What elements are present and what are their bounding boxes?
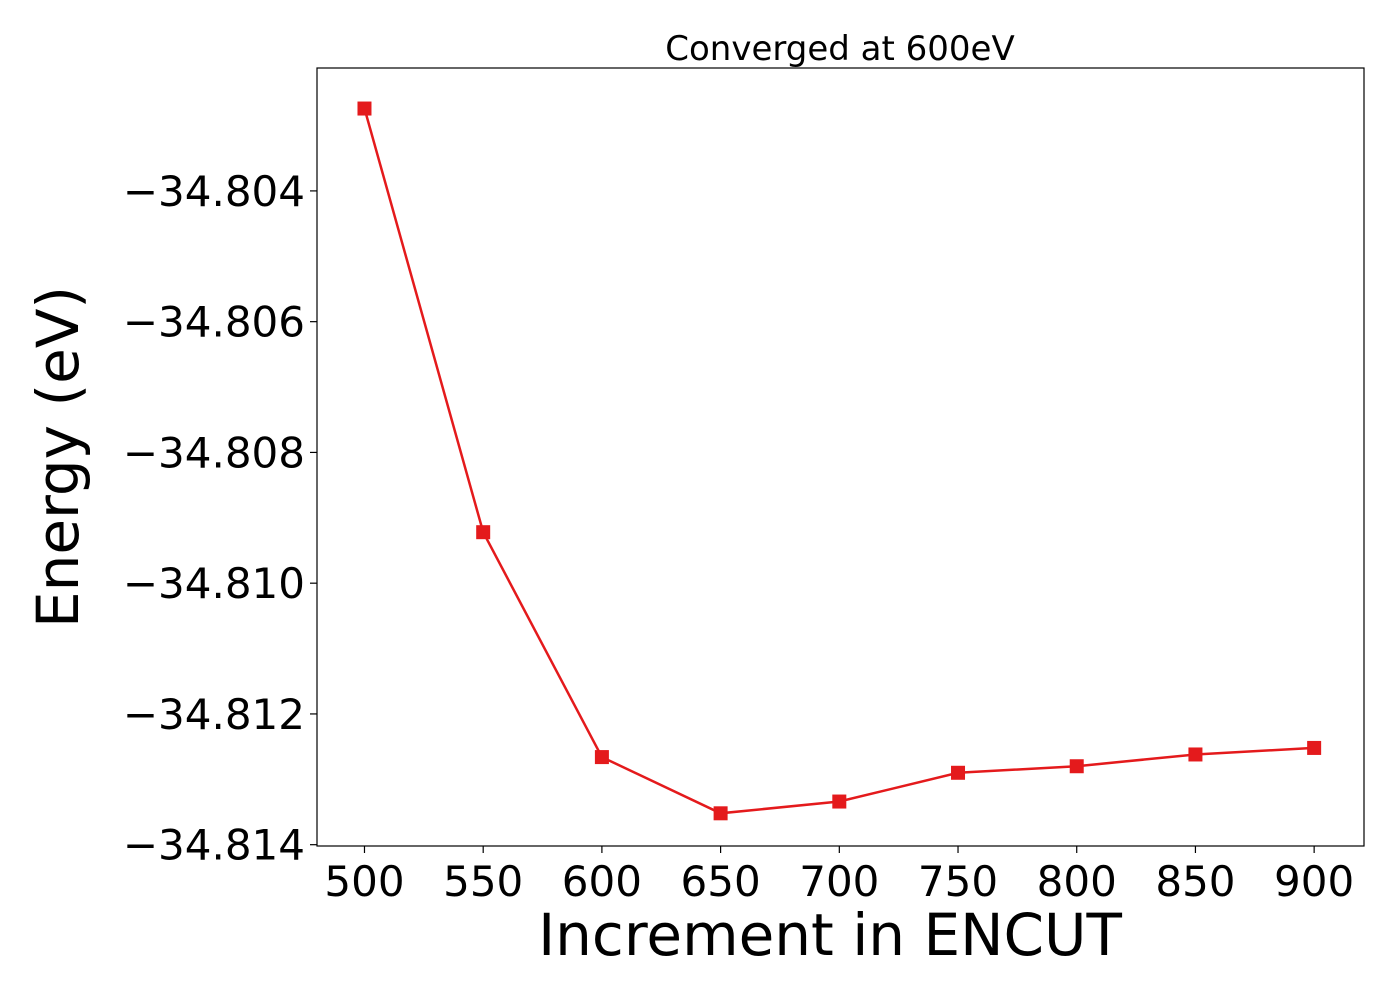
y-tick-label: −34.812 bbox=[123, 690, 305, 739]
data-point-marker bbox=[832, 794, 847, 809]
y-tick-label: −34.814 bbox=[123, 821, 305, 870]
data-point-marker bbox=[713, 806, 728, 821]
x-axis-label: Increment in ENCUT bbox=[538, 901, 1122, 969]
y-tick-label: −34.810 bbox=[123, 559, 305, 608]
x-tick-label: 750 bbox=[918, 857, 998, 906]
data-point-marker bbox=[357, 101, 372, 116]
x-tick-label: 600 bbox=[562, 857, 642, 906]
y-tick-label: −34.804 bbox=[123, 167, 305, 216]
x-tick-label: 850 bbox=[1155, 857, 1235, 906]
x-tick-label: 800 bbox=[1037, 857, 1117, 906]
y-tick-label: −34.806 bbox=[123, 298, 305, 347]
plot-area bbox=[316, 67, 1365, 847]
y-ticks: −34.804 −34.806 −34.808 −34.810 −34.812 −34.8… bbox=[123, 167, 317, 870]
y-tick-label: −34.808 bbox=[123, 428, 305, 477]
data-point-marker bbox=[1069, 759, 1084, 774]
data-point-marker bbox=[476, 525, 491, 540]
data-point-marker bbox=[1307, 740, 1322, 755]
data-point-marker bbox=[594, 750, 609, 765]
series bbox=[357, 101, 1322, 821]
x-ticks: 500 550 600 650 700 750 800 850 900 bbox=[324, 846, 1354, 906]
y-axis-label: Energy (eV) bbox=[24, 286, 92, 628]
data-point-marker bbox=[1188, 747, 1203, 762]
data-point-marker bbox=[951, 765, 966, 780]
x-tick-label: 700 bbox=[799, 857, 879, 906]
x-tick-label: 900 bbox=[1274, 857, 1354, 906]
x-tick-label: 550 bbox=[443, 857, 523, 906]
x-tick-label: 650 bbox=[681, 857, 761, 906]
chart-title: Converged at 600eV bbox=[665, 29, 1014, 69]
x-tick-label: 500 bbox=[324, 857, 404, 906]
